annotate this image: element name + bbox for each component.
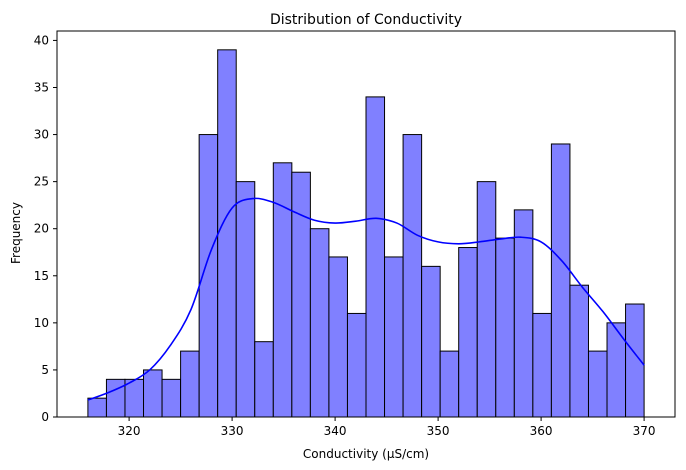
y-tick-label: 40 xyxy=(34,33,49,47)
histogram-bar xyxy=(180,350,200,418)
histogram-bar xyxy=(254,341,274,418)
histogram-bars xyxy=(87,49,645,418)
y-tick-label: 25 xyxy=(34,175,49,189)
histogram-bar xyxy=(495,237,515,418)
histogram-bar xyxy=(235,181,256,418)
kde-layer xyxy=(87,197,645,401)
histogram-bar xyxy=(291,171,311,418)
histogram-bar xyxy=(587,350,608,418)
histogram-bar xyxy=(402,134,423,418)
y-tick-label: 30 xyxy=(34,128,49,142)
y-tick-label: 15 xyxy=(34,269,49,283)
y-tick-label: 35 xyxy=(34,80,49,94)
histogram-bar xyxy=(143,369,163,418)
y-axis-ticks: 0 5 10 15 20 25 30 35 40 xyxy=(34,33,57,424)
y-tick-label: 0 xyxy=(41,410,49,424)
histogram-bar xyxy=(513,209,534,418)
plot-frame xyxy=(56,30,676,418)
kde-curve xyxy=(87,197,645,401)
histogram-bar xyxy=(439,350,460,418)
histogram-bar xyxy=(458,247,478,418)
x-axis-label: Conductivity (µS/cm) xyxy=(303,447,429,461)
histogram-bar xyxy=(346,312,367,418)
histogram-bar xyxy=(105,378,126,418)
histogram-bar xyxy=(217,49,237,418)
histogram-bar xyxy=(328,256,348,418)
y-tick-label: 5 xyxy=(41,363,49,377)
x-tick-label: 350 xyxy=(427,424,450,438)
histogram-bar xyxy=(365,96,386,418)
histogram-bar xyxy=(476,181,497,418)
x-tick-label: 320 xyxy=(118,424,141,438)
histogram-bar xyxy=(384,256,404,418)
histogram-bar xyxy=(124,378,145,418)
x-tick-label: 330 xyxy=(221,424,244,438)
x-tick-label: 370 xyxy=(633,424,656,438)
histogram-bar xyxy=(421,265,441,418)
y-tick-label: 20 xyxy=(34,222,49,236)
histogram-bar xyxy=(87,397,107,418)
histogram-bar xyxy=(532,312,552,418)
histogram-bar xyxy=(569,284,589,418)
y-tick-label: 10 xyxy=(34,316,49,330)
histogram-bar xyxy=(161,378,182,418)
x-tick-label: 340 xyxy=(324,424,347,438)
chart-title: Distribution of Conductivity xyxy=(270,12,462,28)
y-axis-label: Frequency xyxy=(9,202,23,264)
histogram-bar xyxy=(550,143,571,418)
histogram-bar xyxy=(309,228,330,418)
histogram-bar xyxy=(272,162,293,418)
x-tick-label: 360 xyxy=(530,424,553,438)
x-axis-ticks: 320 330 340 350 360 370 xyxy=(118,417,656,438)
